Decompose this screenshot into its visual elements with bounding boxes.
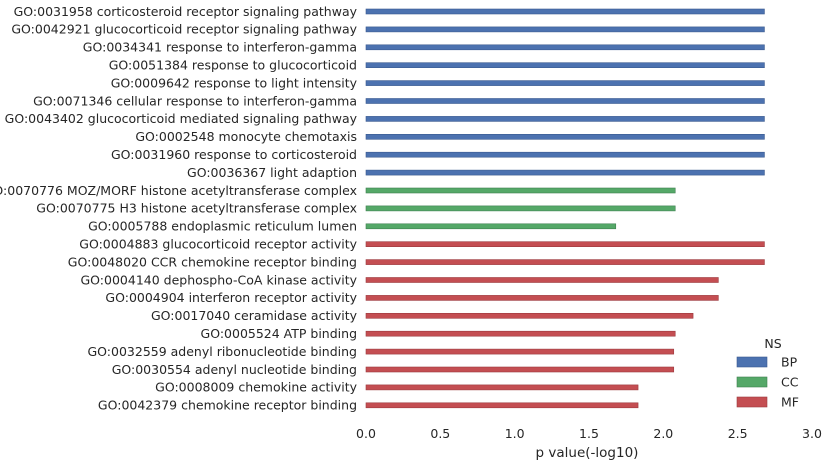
category-label: GO:0043402 glucocorticoid mediated signa… bbox=[5, 111, 358, 126]
category-label: GO:0070775 H3 histone acetyltransferase … bbox=[36, 201, 357, 216]
x-tick-label: 1.0 bbox=[505, 426, 525, 441]
bar-mf bbox=[365, 402, 639, 409]
legend-swatch-bp bbox=[736, 356, 768, 368]
bar-mf bbox=[365, 241, 765, 247]
bar-cc bbox=[365, 205, 676, 212]
bar-bp bbox=[365, 151, 765, 158]
category-label: GO:0031960 response to corticosteroid bbox=[111, 147, 357, 162]
x-tick-label: 2.0 bbox=[653, 426, 673, 441]
legend-swatch-mf bbox=[736, 396, 768, 408]
bar-mf bbox=[365, 366, 675, 373]
bar-bp bbox=[365, 8, 765, 15]
legend-label-cc: CC bbox=[781, 375, 799, 390]
bar-mf bbox=[365, 330, 676, 337]
x-tick-label: 2.5 bbox=[728, 426, 748, 441]
category-label: GO:0004904 interferon receptor activity bbox=[105, 290, 357, 305]
category-label: GO:0004883 glucocorticoid receptor activ… bbox=[79, 237, 357, 252]
category-label: GO:0048020 CCR chemokine receptor bindin… bbox=[68, 254, 357, 269]
bar-mf bbox=[365, 295, 719, 301]
category-label: GO:0009642 response to light intensity bbox=[111, 75, 358, 90]
bar-mf bbox=[365, 348, 675, 355]
legend-swatch-cc bbox=[736, 376, 768, 388]
category-label: GO:0005524 ATP binding bbox=[201, 326, 357, 341]
bar-bp bbox=[365, 80, 765, 86]
category-label: GO:0042921 glucocorticoid receptor signa… bbox=[11, 22, 357, 37]
bar-mf bbox=[365, 259, 765, 265]
category-label: GO:0034341 response to interferon-gamma bbox=[83, 40, 357, 55]
bar-bp bbox=[365, 26, 765, 33]
category-label: GO:0071346 cellular response to interfer… bbox=[33, 93, 357, 108]
bars-layer bbox=[365, 8, 765, 409]
x-tick-label: 1.5 bbox=[579, 426, 599, 441]
x-axis: 0.0 0.5 1.0 1.5 2.0 2.5 3.0 bbox=[356, 426, 822, 441]
bar-bp bbox=[365, 98, 765, 104]
legend-label-bp: BP bbox=[781, 355, 798, 370]
bar-cc bbox=[365, 187, 676, 194]
category-label: GO:0017040 ceramidase activity bbox=[151, 308, 358, 323]
bar-bp bbox=[365, 134, 765, 140]
legend: NS BP CC MF bbox=[736, 336, 799, 410]
x-axis-title: p value(-log10) bbox=[536, 445, 639, 461]
bar-mf bbox=[365, 384, 639, 391]
x-tick-label: 0.5 bbox=[430, 426, 450, 441]
bar-bp bbox=[365, 62, 765, 69]
category-label: GO:0005788 endoplasmic reticulum lumen bbox=[88, 219, 357, 234]
legend-title: NS bbox=[764, 336, 781, 351]
bar-bp bbox=[365, 44, 765, 51]
category-label: GO:0042379 chemokine receptor binding bbox=[98, 398, 357, 413]
legend-label-mf: MF bbox=[781, 395, 799, 410]
category-label: GO:0032559 adenyl ribonucleotide binding bbox=[87, 344, 357, 359]
bar-cc bbox=[365, 223, 617, 230]
category-label: GO:0051384 response to glucocorticoid bbox=[109, 58, 357, 73]
category-label: GO:0031958 corticosteroid receptor signa… bbox=[14, 4, 358, 19]
x-tick-label: 0.0 bbox=[356, 426, 376, 441]
category-labels: GO:0031958 corticosteroid receptor signa… bbox=[0, 4, 358, 413]
bar-mf bbox=[365, 277, 719, 283]
bar-bp bbox=[365, 169, 765, 176]
bar-mf bbox=[365, 312, 694, 319]
category-label: GO:0070776 MOZ/MORF histone acetyltransf… bbox=[0, 183, 357, 198]
category-label: GO:0036367 light adaption bbox=[187, 165, 357, 180]
category-label: GO:0004140 dephospho-CoA kinase activity bbox=[81, 272, 358, 287]
category-label: GO:0008009 chemokine activity bbox=[155, 380, 357, 395]
x-tick-label: 3.0 bbox=[802, 426, 822, 441]
category-label: GO:0002548 monocyte chemotaxis bbox=[135, 129, 357, 144]
category-label: GO:0030554 adenyl nucleotide binding bbox=[112, 362, 357, 377]
bar-bp bbox=[365, 116, 765, 122]
